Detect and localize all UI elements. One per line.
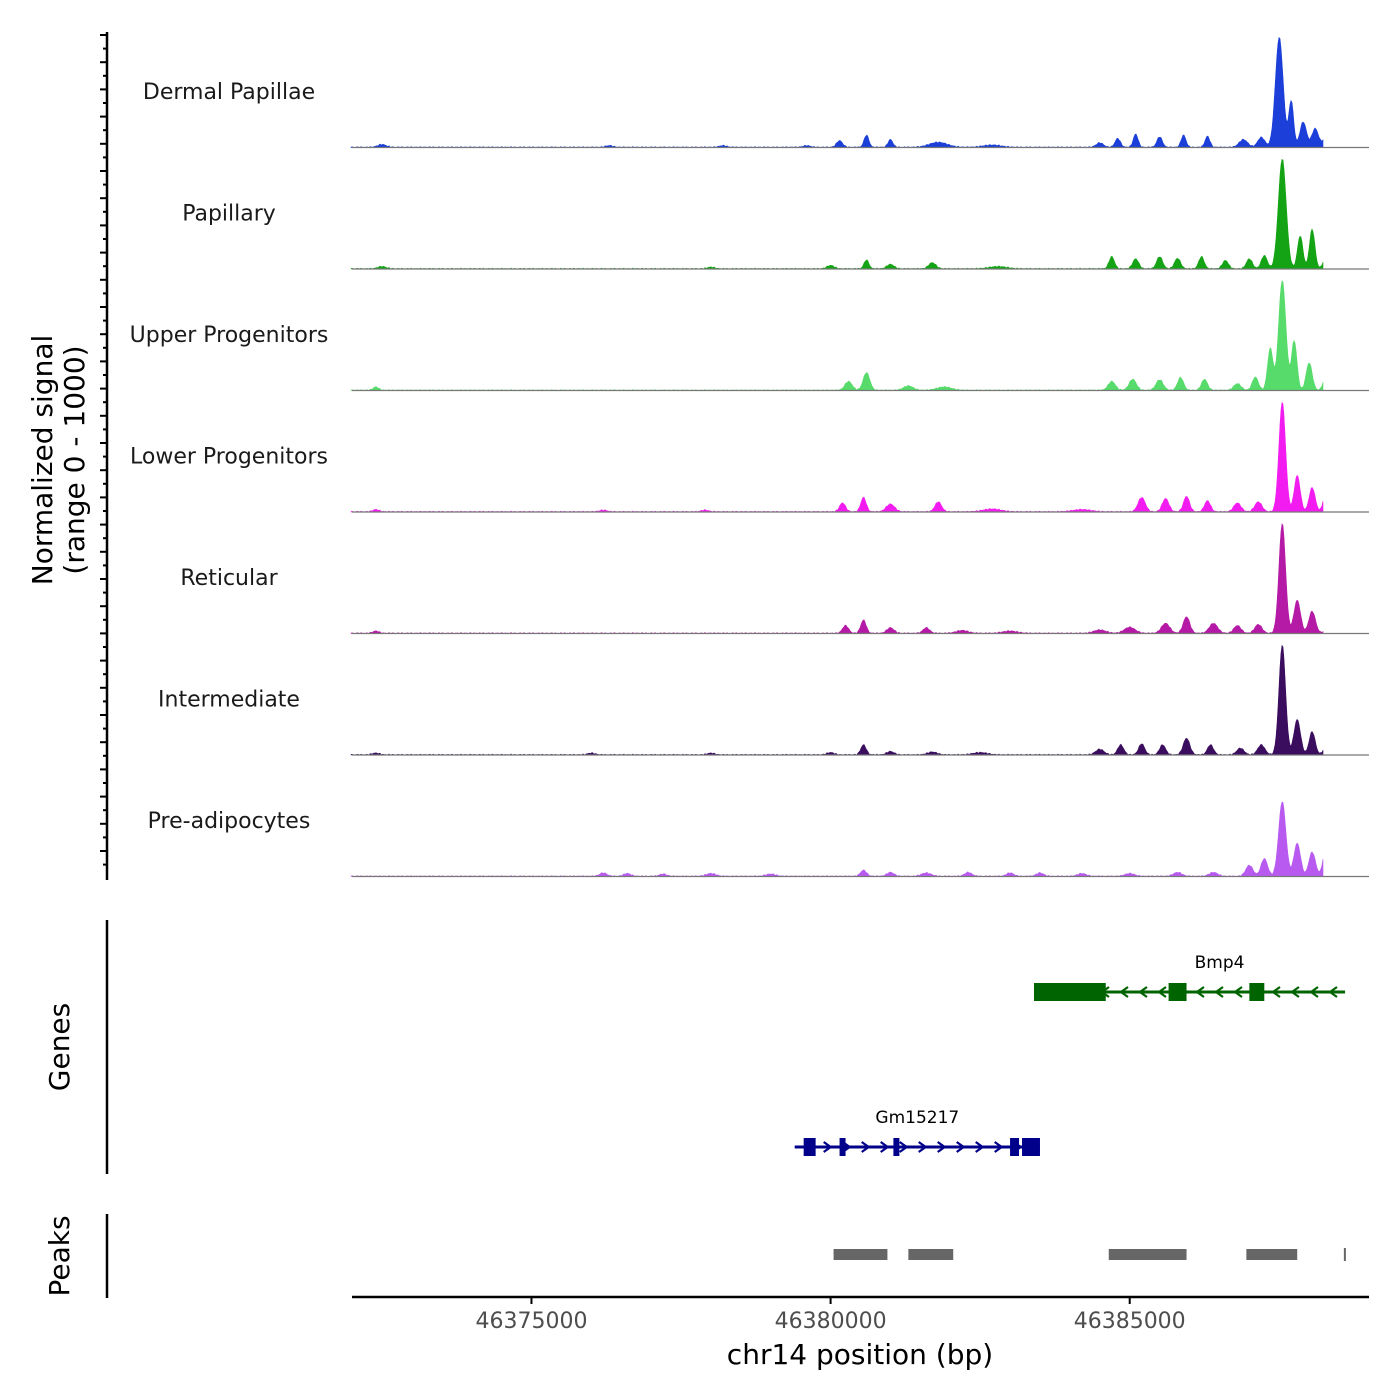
- peaks-panel-title: Peaks: [43, 1215, 76, 1296]
- strand-chevron: [1138, 986, 1148, 998]
- x-tick-label: 46385000: [1074, 1309, 1186, 1334]
- strand-chevron: [1157, 986, 1167, 998]
- coverage-y-axis: Normalized signal (range 0 - 1000): [26, 32, 109, 880]
- coverage-area: [350, 523, 1324, 634]
- y-axis-title-line-1: Normalized signal: [26, 335, 59, 586]
- strand-chevron: [823, 1141, 833, 1153]
- track-intermediate: Intermediate: [158, 644, 1369, 756]
- gene-exon: [839, 1138, 846, 1156]
- peak-region: [1343, 1248, 1346, 1261]
- strand-chevron: [1233, 986, 1243, 998]
- coverage-tracks: Dermal Papillae Papillary Upper Progenitor…: [130, 36, 1369, 878]
- x-tick-label: 46375000: [475, 1309, 587, 1334]
- gene-exon: [1033, 983, 1106, 1001]
- gene-exon: [1249, 983, 1265, 1001]
- y-axis-title-line-2: (range 0 - 1000): [58, 345, 91, 574]
- track-pre-adipocytes: Pre-adipocytes: [148, 801, 1369, 878]
- peak-region: [908, 1249, 954, 1260]
- strand-chevron: [1271, 986, 1281, 998]
- track-dermal-papillae: Dermal Papillae: [143, 36, 1369, 149]
- gene-label: Bmp4: [1195, 953, 1245, 973]
- strand-chevron: [975, 1141, 985, 1153]
- gene-exon: [1010, 1138, 1020, 1156]
- strand-chevron: [1328, 986, 1338, 998]
- strand-chevron: [1214, 986, 1224, 998]
- strand-chevron: [994, 1141, 1004, 1153]
- track-upper-progenitors: Upper Progenitors: [130, 280, 1369, 392]
- strand-chevron: [880, 1141, 890, 1153]
- x-axis-title: chr14 position (bp): [727, 1338, 993, 1371]
- x-axis-ticks: 46375000 46380000 46385000: [475, 1297, 1186, 1334]
- coverage-area: [350, 36, 1324, 148]
- gene-exon: [803, 1138, 816, 1156]
- track-lower-progenitors: Lower Progenitors: [130, 401, 1369, 513]
- track-label: Lower Progenitors: [130, 445, 328, 470]
- coverage-area: [350, 801, 1324, 877]
- x-tick-label: 46380000: [775, 1309, 887, 1334]
- x-axis: 46375000 46380000 46385000 chr14 position …: [352, 1295, 1369, 1371]
- strand-chevron: [918, 1141, 928, 1153]
- peaks-panel: Peaks: [43, 1214, 1346, 1298]
- track-papillary: Papillary: [182, 158, 1369, 270]
- strand-chevron: [899, 1141, 909, 1153]
- coverage-area: [350, 644, 1324, 756]
- strand-chevron: [956, 1141, 966, 1153]
- coverage-area: [350, 280, 1324, 391]
- coverage-y-axis-ticks: [100, 34, 107, 866]
- gene-label: Gm15217: [875, 1108, 959, 1128]
- coverage-area: [350, 158, 1324, 270]
- track-label: Intermediate: [158, 688, 300, 713]
- genes-panel-title: Genes: [43, 1003, 76, 1091]
- peak-region: [1246, 1249, 1298, 1260]
- strand-chevron: [937, 1141, 947, 1153]
- gene-models: Bmp4 Gm15217: [794, 953, 1346, 1156]
- gene-gm15217: Gm15217: [794, 1108, 1040, 1156]
- gene-exon: [1022, 1138, 1040, 1156]
- gene-exon: [893, 1138, 900, 1156]
- track-label: Reticular: [180, 566, 278, 591]
- peak-region: [1108, 1249, 1187, 1260]
- peak-region: [833, 1249, 888, 1260]
- gene-exon: [1168, 983, 1187, 1001]
- strand-chevron: [861, 1141, 871, 1153]
- strand-chevron: [1195, 986, 1205, 998]
- coverage-area: [350, 401, 1324, 513]
- strand-chevron: [1309, 986, 1319, 998]
- track-label: Upper Progenitors: [130, 323, 329, 348]
- peak-regions: [833, 1248, 1346, 1261]
- strand-chevron: [1119, 986, 1129, 998]
- track-reticular: Reticular: [180, 523, 1369, 635]
- gene-bmp4: Bmp4: [1033, 953, 1346, 1001]
- track-label: Papillary: [182, 202, 276, 227]
- track-label: Dermal Papillae: [143, 80, 315, 105]
- genes-panel: Genes Bmp4 Gm15217: [43, 920, 1346, 1174]
- track-label: Pre-adipocytes: [148, 809, 311, 834]
- strand-chevron: [1290, 986, 1300, 998]
